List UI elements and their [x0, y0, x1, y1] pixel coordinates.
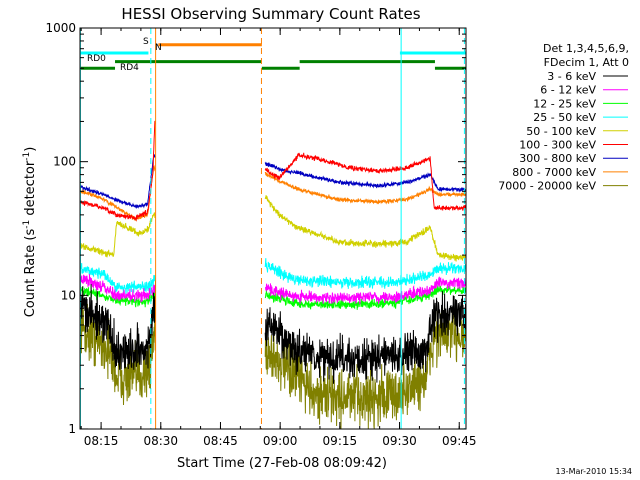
axes-layer: 08:15 08:30 08:45 09:00 09:15 09:30 09:45 1 10 10… [45, 21, 476, 448]
legend-header-1: Det 1,3,4,5,6,9, [543, 42, 629, 55]
plot-data-layer [79, 28, 467, 429]
series-line-3 [79, 258, 467, 294]
x-axis-label: Start Time (27-Feb-08 08:09:42) [177, 456, 387, 471]
flag-label-rd0: RD0 [87, 54, 106, 64]
y-axis-label-mid: detector [23, 160, 38, 220]
x-tick-label-3: 09:00 [263, 434, 298, 448]
legend-label-4: 50 - 100 keV [526, 125, 596, 138]
x-tick-label-6: 09:45 [442, 434, 477, 448]
series-line-0 [79, 280, 467, 384]
legend: Det 1,3,4,5,6,9, FDecim 1, Att 0 3 - 6 k… [498, 42, 629, 193]
y-axis-label-sup2: -1 [22, 152, 32, 161]
legend-label-6: 300 - 800 keV [519, 152, 596, 165]
y-tick-label-2: 100 [53, 155, 76, 169]
legend-label-3: 25 - 50 keV [533, 111, 596, 124]
y-axis-label-sup1: -1 [22, 220, 32, 229]
y-tick-label-0: 1 [68, 422, 76, 436]
x-tick-label-4: 09:15 [323, 434, 358, 448]
plot-frame [79, 27, 467, 430]
legend-label-8: 7000 - 20000 keV [498, 180, 596, 193]
flag-label-night: N [155, 43, 162, 53]
series-line-6 [79, 154, 467, 210]
y-axis-label-end: ) [23, 147, 38, 152]
x-tick-label-1: 08:30 [143, 434, 178, 448]
flag-label-saa: S [143, 37, 149, 47]
chart-title: HESSI Observing Summary Count Rates [121, 5, 420, 23]
x-tick-label-2: 08:45 [203, 434, 238, 448]
series-line-8 [79, 303, 467, 429]
legend-label-7: 800 - 7000 keV [512, 166, 596, 179]
y-axis-label-main: Count Rate (s [23, 229, 38, 318]
series-line-5 [79, 120, 467, 222]
legend-label-2: 12 - 25 keV [533, 97, 596, 110]
legend-label-1: 6 - 12 keV [540, 84, 596, 97]
x-tick-label-0: 08:15 [84, 434, 119, 448]
legend-label-5: 100 - 300 keV [519, 139, 596, 152]
timestamp: 13-Mar-2010 15:34 [556, 467, 633, 476]
x-tick-label-5: 09:30 [382, 434, 417, 448]
y-axis-label: Count Rate (s-1 detector-1) [22, 147, 38, 318]
flag-label-rd4: RD4 [120, 63, 139, 73]
y-tick-label-1: 10 [61, 288, 76, 302]
series-line-1 [79, 273, 467, 305]
series-line-2 [79, 285, 467, 310]
legend-header-2: FDecim 1, Att 0 [544, 56, 629, 69]
y-tick-label-3: 1000 [45, 21, 76, 35]
flag-labels: S N RD0 RD4 [87, 37, 162, 73]
legend-label-0: 3 - 6 keV [547, 70, 596, 83]
series-line-4 [79, 195, 467, 262]
